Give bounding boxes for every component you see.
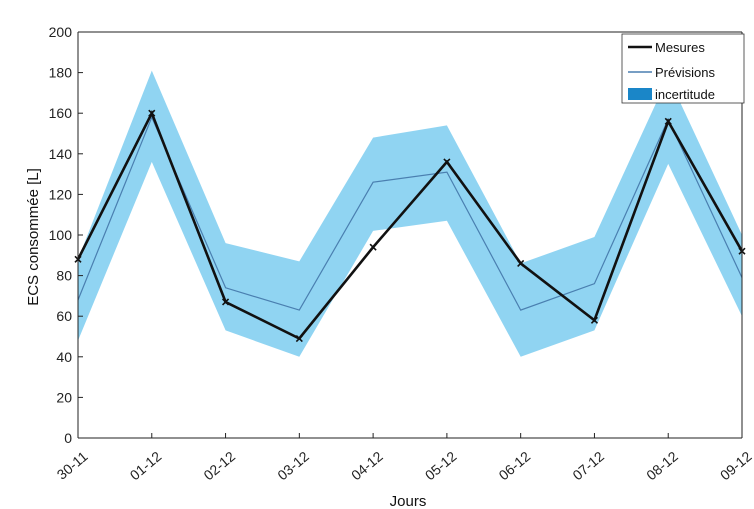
x-tick-label: 05-12 <box>422 448 460 483</box>
x-tick-label: 01-12 <box>127 448 165 483</box>
series-lines-layer <box>74 109 746 343</box>
series-line-previsions <box>77 115 743 311</box>
uncertainty-band <box>78 70 742 357</box>
y-tick-label: 180 <box>49 65 73 81</box>
x-tick-label: 02-12 <box>200 448 238 483</box>
legend-label-previsions: Prévisions <box>655 65 715 80</box>
y-tick-label: 100 <box>49 227 73 243</box>
data-point-mesures <box>295 334 303 343</box>
x-tick-label: 07-12 <box>569 448 607 483</box>
data-point-mesures <box>517 259 525 267</box>
legend: Mesures Prévisions incertitude <box>621 33 745 104</box>
y-axis-label: ECS consommée [L] <box>25 168 42 306</box>
x-axis-label: Jours <box>390 493 427 509</box>
legend-label-incertitude: incertitude <box>655 87 715 102</box>
data-point-mesures <box>221 298 230 306</box>
y-tick-label: 0 <box>64 430 72 446</box>
x-tick-label: 09-12 <box>717 448 754 483</box>
legend-swatch-incertitude <box>628 88 652 100</box>
data-point-mesures <box>664 117 672 125</box>
y-tick-label: 200 <box>49 24 73 40</box>
x-tick-label: 30-11 <box>54 448 91 483</box>
data-point-mesures <box>590 316 599 324</box>
x-tick-label: 04-12 <box>348 448 386 483</box>
series-line-mesures <box>76 110 744 341</box>
data-point-mesures <box>369 243 377 251</box>
data-point-mesures <box>148 109 156 117</box>
y-tick-label: 80 <box>56 268 72 284</box>
uncertainty-band-layer <box>78 70 742 357</box>
x-tick-label: 08-12 <box>643 448 681 483</box>
data-point-mesures <box>443 158 451 166</box>
legend-label-mesures: Mesures <box>655 40 705 55</box>
y-tick-label: 140 <box>49 146 73 162</box>
y-tick-label: 160 <box>49 105 73 121</box>
y-tick-label: 120 <box>49 186 73 202</box>
x-tick-label: 03-12 <box>274 448 312 483</box>
y-tick-label: 20 <box>56 389 72 405</box>
x-tick-label: 06-12 <box>496 448 534 483</box>
y-tick-label: 60 <box>56 308 72 324</box>
y-tick-label: 40 <box>56 349 72 365</box>
